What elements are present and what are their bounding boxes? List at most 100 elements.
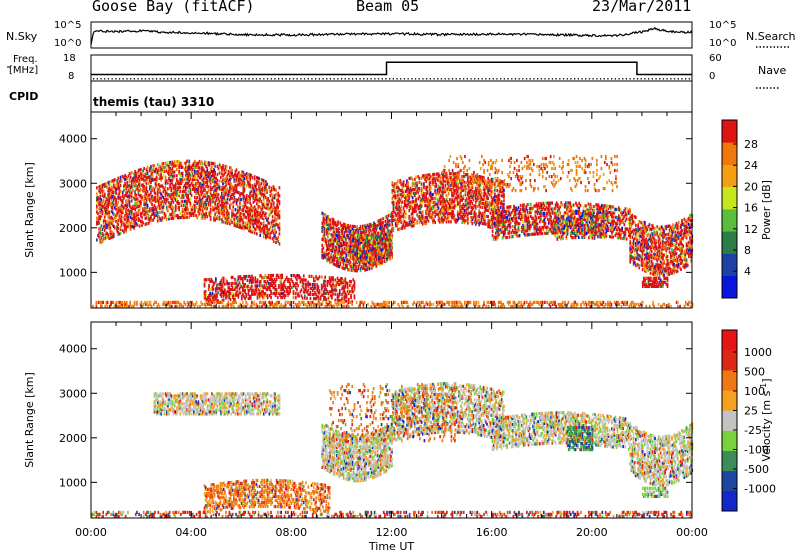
power-panel-cell <box>400 226 403 231</box>
power-panel-cell <box>192 173 195 177</box>
power-panel-cell <box>198 172 201 176</box>
power-panel-cell <box>180 179 183 183</box>
power-panel-cell <box>231 168 233 172</box>
power-panel-cell <box>432 180 434 185</box>
power-panel-cell <box>224 200 227 205</box>
power-panel-cell <box>260 178 263 182</box>
power-panel-cell <box>209 175 212 179</box>
power-panel-cell <box>97 217 99 222</box>
power-panel-cell <box>350 242 352 246</box>
power-panel-cell <box>442 220 444 224</box>
power-panel-cell <box>519 207 522 212</box>
power-panel-cell <box>274 218 276 222</box>
power-panel-cell <box>378 237 380 241</box>
power-panel-cell <box>334 227 337 231</box>
power-panel-cell <box>181 199 184 203</box>
power-panel-cell <box>382 241 385 245</box>
power-panel-cell <box>270 222 273 226</box>
power-panel-cell <box>248 225 250 229</box>
power-panel-cell <box>130 195 133 199</box>
power-panel-cell <box>159 210 161 214</box>
power-panel-cell <box>340 251 343 256</box>
power-panel-cell <box>209 167 212 171</box>
power-panel-cell <box>100 186 103 190</box>
power-panel-cell <box>365 242 368 246</box>
power-panel-cell <box>403 204 406 208</box>
power-panel-cell <box>171 168 174 172</box>
power-panel-cell <box>424 222 426 226</box>
power-panel-cell <box>108 222 111 226</box>
power-panel-cell <box>332 254 335 258</box>
power-panel-cell <box>398 187 400 191</box>
power-panel-cell <box>241 224 244 228</box>
power-panel-cell <box>373 244 376 248</box>
power-panel-cell <box>365 252 368 256</box>
power-panel-cell <box>332 246 335 250</box>
power-panel-cell <box>141 215 143 219</box>
power-panel-cell <box>432 178 434 183</box>
power-panel-cell <box>204 160 206 164</box>
power-panel-cell <box>368 223 371 227</box>
power-panel-cell <box>241 222 244 226</box>
power-panel-cell <box>414 207 416 211</box>
power-panel-cell <box>162 204 165 208</box>
power-panel-cell <box>426 189 429 193</box>
power-panel-cell <box>419 204 422 208</box>
power-panel-cell <box>341 244 344 248</box>
power-panel-cell <box>179 173 182 178</box>
power-panel-cell <box>406 187 408 191</box>
power-panel-cell <box>416 219 418 223</box>
power-panel-cell <box>350 266 353 270</box>
power-panel-cell <box>214 164 216 168</box>
power-panel-cell <box>189 191 192 195</box>
power-panel-cell <box>332 218 335 222</box>
power-panel-cell <box>250 203 253 207</box>
power-panel-cell <box>137 192 140 196</box>
power-panel-cell <box>218 207 221 211</box>
power-panel-cell <box>112 184 115 188</box>
power-panel-cell <box>371 236 374 240</box>
power-panel-cell <box>423 182 425 186</box>
power-panel-cell <box>392 194 395 198</box>
power-panel-cell <box>98 207 100 211</box>
power-panel-cell <box>205 170 207 175</box>
power-panel-cell <box>125 175 127 179</box>
power-panel-cell <box>209 173 212 177</box>
power-panel-cell <box>127 212 130 216</box>
power-panel-cell <box>518 222 521 226</box>
power-panel-cell <box>258 213 260 217</box>
power-panel-cell <box>135 215 138 219</box>
power-panel-cell <box>399 217 402 221</box>
power-panel-cell <box>382 227 384 231</box>
power-panel-cell <box>242 204 245 208</box>
power-panel-cell <box>354 258 357 262</box>
power-panel-cell <box>362 249 365 253</box>
power-panel-cell <box>187 165 189 169</box>
power-panel-cell <box>247 206 249 210</box>
power-panel-cell <box>374 227 376 231</box>
power-panel-cell <box>408 188 411 193</box>
power-panel-cell <box>149 185 151 189</box>
power-panel-cell <box>416 203 418 207</box>
power-panel-cell <box>275 208 277 212</box>
power-panel-cell <box>343 227 346 231</box>
power-panel-cell <box>376 255 378 260</box>
power-panel-cell <box>207 195 210 199</box>
power-panel-cell <box>339 225 342 229</box>
power-panel-cell <box>358 227 361 231</box>
power-panel-cell <box>337 260 339 264</box>
power-panel-cell <box>229 188 231 192</box>
power-panel-cell <box>198 182 201 186</box>
power-panel-cell <box>357 265 360 269</box>
power-panel-cell <box>367 265 370 269</box>
power-panel-cell <box>247 174 249 178</box>
power-panel-cell <box>353 241 356 246</box>
power-panel-cell <box>468 197 470 201</box>
power-panel-cell <box>354 250 357 254</box>
power-panel-cell <box>263 227 266 231</box>
power-panel-cell <box>249 209 251 213</box>
power-panel-cell <box>227 213 230 218</box>
power-panel-cell <box>165 197 168 201</box>
power-panel-cell <box>260 194 263 198</box>
power-panel-cell <box>416 213 418 217</box>
